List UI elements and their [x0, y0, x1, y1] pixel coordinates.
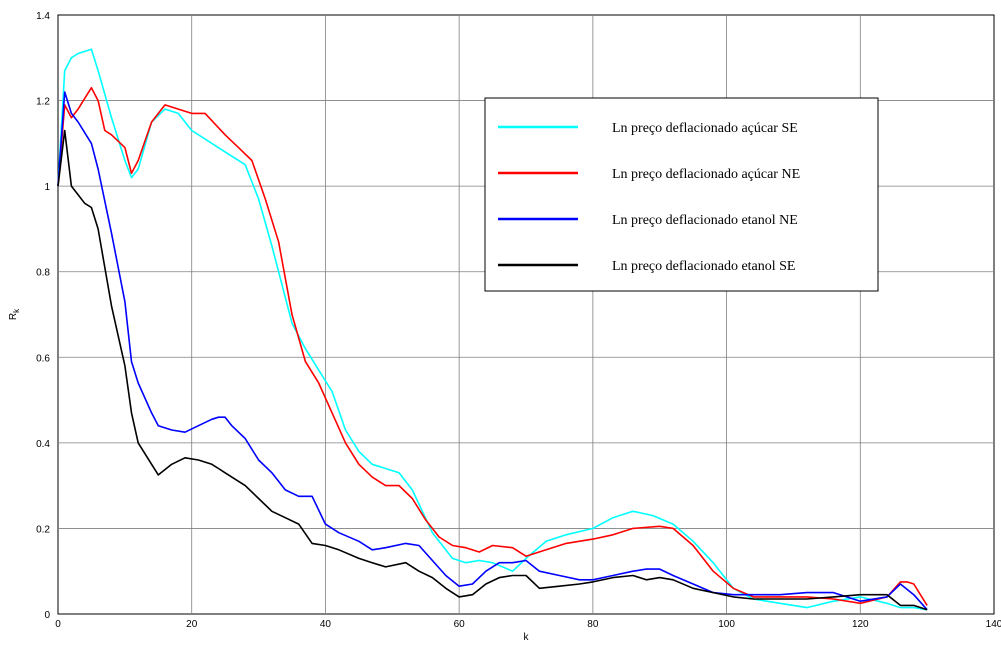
x-tick-label: 80 [587, 619, 599, 630]
y-tick-label: 0.8 [36, 268, 50, 279]
legend-box [484, 97, 879, 292]
y-tick-label: 1.4 [36, 11, 50, 22]
series-lines [57, 48, 928, 611]
y-tick-label: 1.2 [36, 97, 50, 108]
x-axis-label: k [524, 632, 530, 642]
legend-label-1: Ln preço deflacionado açúcar SE [612, 121, 798, 136]
series-line-4 [57, 129, 928, 611]
x-tick-label: 60 [454, 619, 466, 630]
x-tick-label: 40 [320, 619, 332, 630]
x-axis-ticks: 0 20 40 60 80 100 120 140 [55, 619, 1001, 630]
y-tick-label: 0.4 [36, 439, 50, 450]
y-tick-label: 0.2 [36, 524, 50, 535]
y-tick-label: 0.6 [36, 353, 50, 364]
x-tick-label: 0 [55, 619, 61, 630]
x-tick-label: 100 [718, 619, 735, 630]
x-tick-label: 20 [186, 619, 198, 630]
y-axis-ticks: 0 0.2 0.4 0.6 0.8 1 1.2 1.4 [36, 11, 50, 621]
series-line-2 [57, 86, 928, 606]
x-tick-label: 140 [986, 619, 1001, 630]
y-axis-label: Rk [8, 308, 21, 320]
legend-label-3: Ln preço deflacionado etanol NE [612, 213, 798, 228]
y-tick-label: 1 [44, 182, 50, 193]
x-tick-label: 120 [852, 619, 869, 630]
legend: Ln preço deflacionado açúcar SE Ln preço … [484, 97, 879, 292]
y-tick-label: 0 [44, 610, 50, 621]
legend-label-4: Ln preço deflacionado etanol SE [612, 259, 795, 274]
legend-label-2: Ln preço deflacionado açúcar NE [612, 167, 800, 182]
